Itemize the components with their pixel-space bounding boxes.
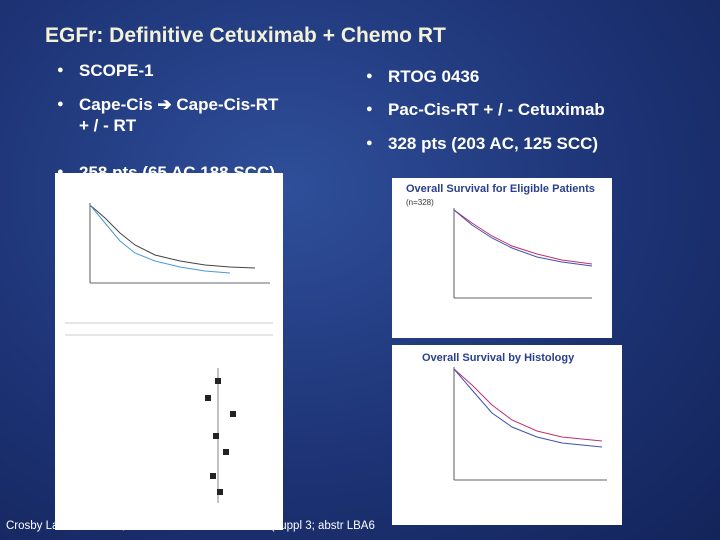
- footer-citation: Crosby Lancet 14: 627; 2013 Suntha JCO 3…: [6, 520, 375, 532]
- figure-subtitle: (n=328): [406, 198, 434, 207]
- rtog-histology-figure: Overall Survival by Histology: [392, 345, 622, 525]
- rtog-os-figure: Overall Survival for Eligible Patients (…: [392, 178, 612, 338]
- slide-title: EGFr: Definitive Cetuximab + Chemo RT: [45, 24, 446, 47]
- bullet-item: RTOG 0436: [366, 66, 706, 87]
- bullet-item: SCOPE-1: [57, 60, 289, 81]
- figure-title: Overall Survival for Eligible Patients: [406, 183, 595, 195]
- left-bullets: SCOPE-1Cape-Cis ➔ Cape-Cis-RT + / - RT25…: [57, 60, 289, 183]
- bullet-item: 328 pts (203 AC, 125 SCC): [366, 133, 706, 154]
- right-bullets: RTOG 0436 Pac-Cis-RT + / - Cetuximab 328 p…: [366, 66, 706, 154]
- bullet-item: Pac-Cis-RT + / - Cetuximab: [366, 99, 706, 120]
- bullet-item: Cape-Cis ➔ Cape-Cis-RT + / - RT: [57, 94, 289, 136]
- figure-title: Overall Survival by Histology: [422, 352, 575, 364]
- scope-figure: [55, 173, 283, 530]
